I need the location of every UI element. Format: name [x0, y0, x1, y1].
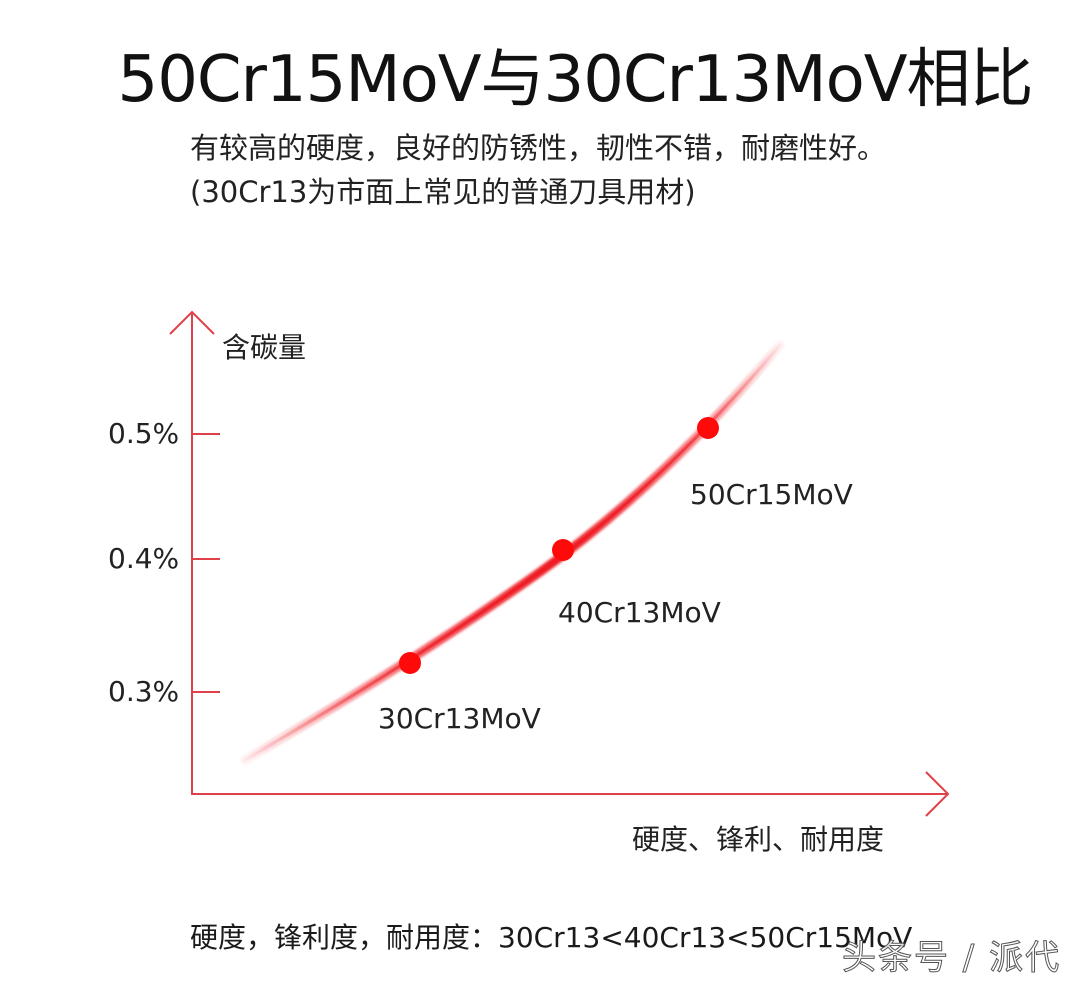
footer-comparison: 硬度，锋利度，耐用度：30Cr13<40Cr13<50Cr15MoV — [190, 921, 913, 954]
page-title: 50Cr15MoV与30Cr13MoV相比 — [117, 43, 1033, 117]
x-axis-label: 硬度、锋利、耐用度 — [632, 823, 885, 856]
data-point-30cr13mov — [399, 652, 421, 674]
y-tick-label-0-4: 0.4% — [108, 542, 180, 575]
trend-curve — [240, 340, 785, 765]
point-label-40cr13mov: 40Cr13MoV — [558, 596, 721, 629]
subtitle-line-2: (30Cr13为市面上常见的普通刀具用材) — [190, 175, 696, 209]
point-label-50cr15mov: 50Cr15MoV — [690, 478, 853, 511]
y-tick-label-0-3: 0.3% — [108, 675, 180, 708]
y-axis-label: 含碳量 — [222, 331, 307, 364]
x-axis-arrow-icon — [925, 771, 950, 817]
subtitle: 有较高的硬度，良好的防锈性，韧性不错，耐磨性好。 (30Cr13为市面上常见的普… — [190, 126, 886, 214]
y-axis-arrow-icon — [169, 310, 215, 335]
x-axis — [191, 771, 950, 817]
point-label-30cr13mov: 30Cr13MoV — [378, 702, 541, 735]
y-axis — [169, 310, 220, 795]
data-point-50cr15mov — [697, 417, 719, 439]
data-point-40cr13mov — [552, 539, 574, 561]
y-tick-label-0-5: 0.5% — [108, 417, 180, 450]
subtitle-line-1: 有较高的硬度，良好的防锈性，韧性不错，耐磨性好。 — [190, 131, 887, 165]
watermark: 头条号 / 派代 — [841, 938, 1062, 979]
